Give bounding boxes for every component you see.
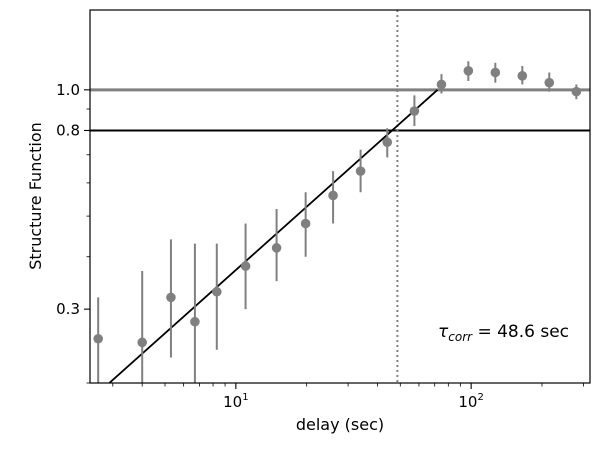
data-point-15 [517, 71, 528, 81]
y-axis-label: Structure Function [26, 122, 45, 270]
data-point-8 [328, 190, 338, 201]
annotation-value: = 48.6 sec [472, 322, 569, 342]
y-tick-label-0-8: 0.8 [56, 121, 80, 139]
x-axis-label: delay (sec) [296, 415, 384, 434]
x-tick-label-100: 102 [458, 392, 483, 411]
data-point-12 [436, 79, 447, 90]
data-point-10 [382, 137, 393, 148]
data-point-3 [190, 316, 200, 327]
annotation-subscript: corr [448, 330, 473, 344]
data-point-1 [137, 337, 148, 348]
y-tick-label-0-3: 0.3 [56, 300, 80, 318]
y-tick-label-1-0: 1.0 [56, 81, 80, 99]
x-tick-label-10: 101 [223, 392, 248, 411]
data-point-17 [571, 86, 582, 97]
data-point-9 [355, 166, 366, 176]
data-point-4 [211, 286, 222, 297]
data-point-7 [300, 218, 311, 229]
data-point-5 [240, 261, 251, 271]
data-point-0 [93, 333, 103, 344]
annotation-symbol: τ [438, 322, 449, 342]
data-point-13 [463, 66, 474, 76]
data-point-14 [490, 67, 501, 78]
data-point-6 [271, 243, 282, 253]
annotation: τcorr = 48.6 sec [438, 322, 569, 344]
data-point-2 [166, 292, 176, 303]
power-law-fit-line [108, 89, 439, 383]
plot-frame [89, 9, 591, 384]
data-point-16 [544, 77, 555, 88]
data-point-11 [409, 106, 420, 116]
